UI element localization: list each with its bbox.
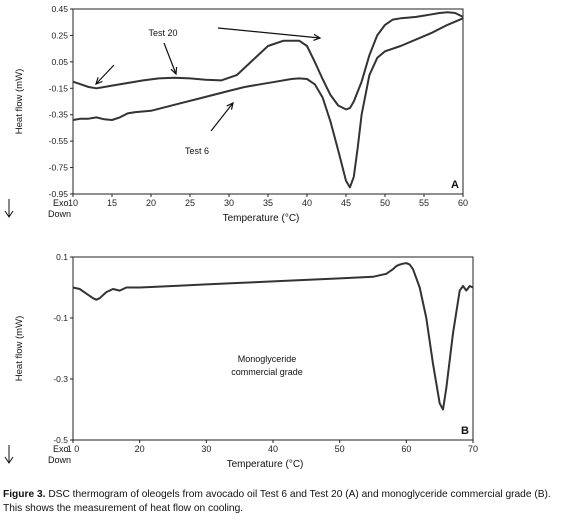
chart-a-arrow-test20-right-head <box>313 33 322 41</box>
chart-a-arrow-test20-peak <box>163 42 177 75</box>
chart-a-y-tick-label: -0.95 <box>49 189 69 199</box>
chart-b-panel-label: B <box>461 425 469 437</box>
chart-b: 1 0 20 30 40 50 60 70 0.1 -0.1 -0.3 -0.5 Temperatur… <box>4 252 478 470</box>
chart-a-x-tick-label: 45 <box>341 198 351 208</box>
chart-a: 10 15 20 25 30 35 40 45 50 55 60 0.45 0.25 0.05 -0.15 -… <box>4 4 468 224</box>
chart-a-arrow-test6-head <box>226 101 234 110</box>
chart-b-y-tick-label: -0.3 <box>53 374 68 384</box>
chart-a-x-axis-label: Temperature (°C) <box>223 213 300 224</box>
chart-a-down-label: Down <box>48 209 71 219</box>
chart-b-down-label: Down <box>48 455 71 465</box>
chart-b-x-tick-label: 70 <box>468 444 478 454</box>
chart-a-x-tick-label: 60 <box>458 198 468 208</box>
chart-b-x-tick-label: 60 <box>401 444 411 454</box>
chart-a-series-line-1 <box>72 11 464 111</box>
chart-b-annotation-line2: commercial grade <box>231 367 303 377</box>
chart-a-x-tick-label: 30 <box>224 198 234 208</box>
chart-b-x-tick-label: 50 <box>335 444 345 454</box>
chart-a-y-tick-label: 0.05 <box>51 57 68 67</box>
chart-a-arrow-test20-peak-head <box>170 66 178 76</box>
chart-b-x-tick-label: 20 <box>135 444 145 454</box>
chart-a-arrow-test20-left <box>95 64 115 85</box>
chart-b-plot-frame <box>72 256 474 441</box>
chart-a-y-tick-label: -0.75 <box>49 163 69 173</box>
chart-b-y-tick-label: 0.1 <box>56 252 68 262</box>
chart-a-x-tick-label: 20 <box>146 198 156 208</box>
chart-b-x-tick-label: 40 <box>268 444 278 454</box>
chart-a-x-tick-label: 15 <box>107 198 117 208</box>
chart-b-x-tick-label: 1 0 <box>67 444 80 454</box>
chart-a-y-tick-label: -0.55 <box>49 136 69 146</box>
chart-a-arrow-test20-left-head <box>95 77 103 86</box>
chart-a-x-tick-label: 10 <box>68 198 78 208</box>
chart-b-series-line-1 <box>72 262 474 411</box>
chart-b-x-tick-label: 30 <box>201 444 211 454</box>
chart-b-exo-label: Exo <box>53 444 69 454</box>
chart-a-annotation-test20: Test 20 <box>148 28 177 38</box>
chart-a-x-tick-label: 50 <box>380 198 390 208</box>
caption-text: DSC thermogram of oleogels from avocado … <box>3 489 551 514</box>
chart-a-y-tick-label: 0.25 <box>51 30 68 40</box>
chart-a-exo-label: Exo <box>53 198 69 208</box>
chart-a-y-tick-label: -0.35 <box>49 110 69 120</box>
chart-a-plot-frame <box>72 8 464 195</box>
chart-b-exo-arrow-head <box>4 456 14 464</box>
chart-a-arrow-test20-right <box>217 27 321 39</box>
chart-a-arrow-test6 <box>210 102 234 132</box>
chart-a-series-line-2 <box>72 17 464 189</box>
chart-a-x-tick-label: 25 <box>185 198 195 208</box>
chart-a-x-tick-label: 35 <box>263 198 273 208</box>
chart-a-x-tick-label: 40 <box>302 198 312 208</box>
chart-a-y-tick-label: 0.45 <box>51 4 68 14</box>
chart-a-x-tick-label: 55 <box>419 198 429 208</box>
chart-b-y-tick-label: -0.1 <box>53 313 68 323</box>
chart-b-annotation-line1: Monoglyceride <box>238 354 297 364</box>
chart-a-y-axis-label: Heat flow (mW) <box>14 69 25 134</box>
chart-a-panel-label: A <box>451 179 459 191</box>
chart-a-y-tick-label: -0.15 <box>49 83 69 93</box>
caption-label: Figure 3. <box>3 489 46 500</box>
chart-b-y-axis-label: Heat flow (mW) <box>14 316 25 381</box>
chart-b-y-tick-label: -0.5 <box>53 435 68 445</box>
figure-caption: Figure 3. DSC thermogram of oleogels fro… <box>3 488 563 515</box>
chart-b-x-axis-label: Temperature (°C) <box>227 459 304 470</box>
chart-a-exo-arrow-head <box>4 210 14 218</box>
chart-a-annotation-test6: Test 6 <box>185 146 209 156</box>
